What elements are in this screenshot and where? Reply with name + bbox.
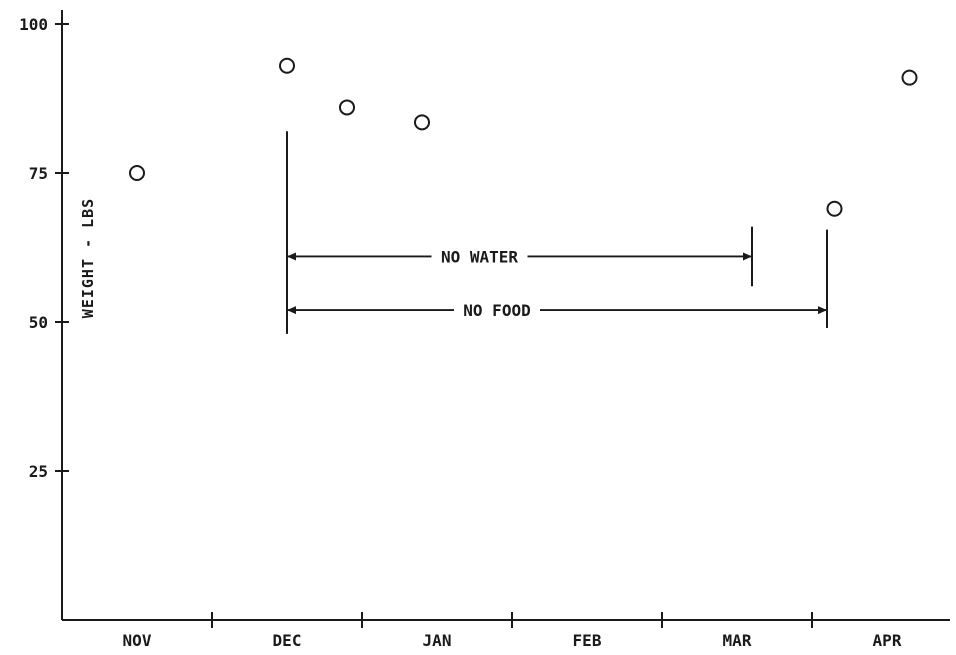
data-point-4 [415, 115, 429, 129]
y-tick-label-100: 100 [19, 15, 48, 34]
no-food-label: NO FOOD [463, 301, 530, 320]
no-water-label: NO WATER [441, 247, 518, 266]
no-water-arrowhead-right [743, 252, 752, 260]
tick-labels: 25 50 75 100 NOV DEC JAN FEB MAR APR [19, 15, 902, 650]
x-tick-label-apr: APR [873, 631, 902, 650]
y-tick-label-50: 50 [29, 313, 48, 332]
y-axis-label: WEIGHT - LBS [79, 198, 97, 318]
annotations: NO WATER NO FOOD [287, 131, 827, 334]
x-tick-label-nov: NOV [123, 631, 152, 650]
data-point-2 [280, 59, 294, 73]
x-tick-label-feb: FEB [573, 631, 602, 650]
x-tick-label-mar: MAR [723, 631, 752, 650]
no-food-arrowhead-left [287, 306, 296, 314]
no-water-arrowhead-left [287, 252, 296, 260]
data-points [130, 59, 917, 216]
data-point-5 [828, 202, 842, 216]
data-point-6 [903, 71, 917, 85]
x-tick-label-jan: JAN [423, 631, 452, 650]
no-food-arrowhead-right [818, 306, 827, 314]
y-tick-label-25: 25 [29, 462, 48, 481]
y-tick-label-75: 75 [29, 164, 48, 183]
x-tick-label-dec: DEC [273, 631, 302, 650]
data-point-3 [340, 100, 354, 114]
data-point-1 [130, 166, 144, 180]
